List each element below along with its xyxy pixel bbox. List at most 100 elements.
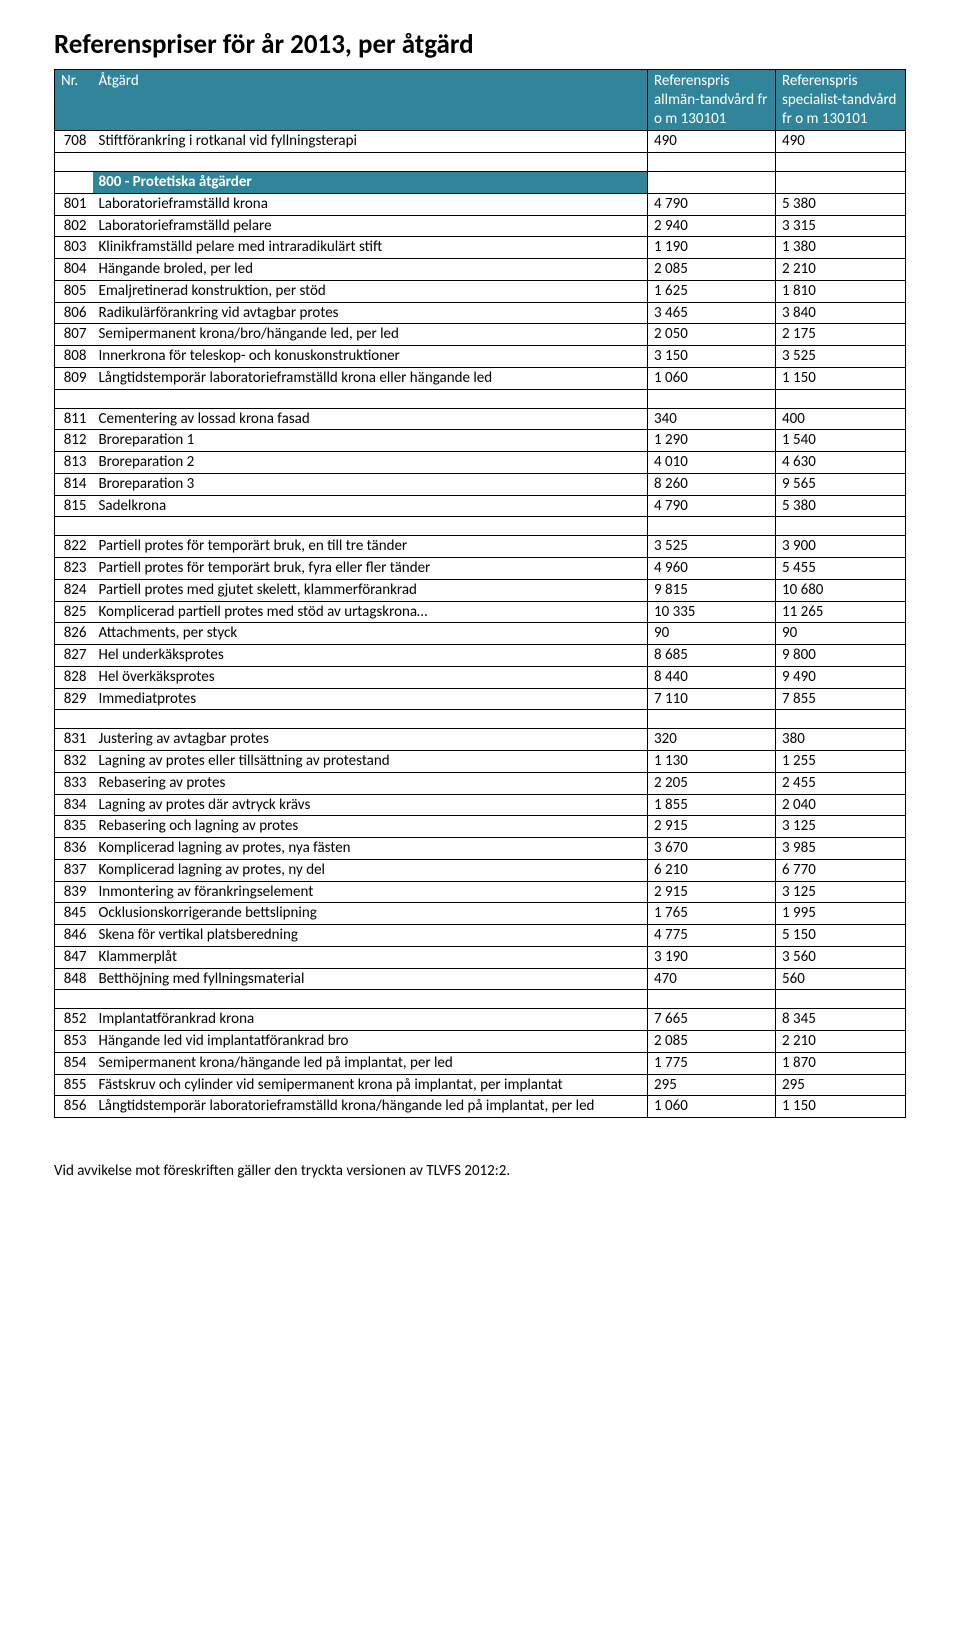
row-price1: 6 210: [648, 859, 776, 881]
page-title: Referenspriser för år 2013, per åtgärd: [54, 28, 906, 61]
table-row: 829Immediatprotes7 1107 855: [55, 688, 906, 710]
table-row: 803Klinikframställd pelare med intraradi…: [55, 237, 906, 259]
row-nr: 831: [55, 729, 93, 751]
row-price2: 11 265: [776, 601, 906, 623]
row-price1: 4 775: [648, 925, 776, 947]
row-desc: Sadelkrona: [93, 495, 648, 517]
row-price2: 3 125: [776, 881, 906, 903]
row-desc: Ocklusionskorrigerande bettslipning: [93, 903, 648, 925]
row-price2: 400: [776, 408, 906, 430]
row-price1: 3 525: [648, 536, 776, 558]
row-desc: Partiell protes för temporärt bruk, fyra…: [93, 558, 648, 580]
row-price2: 6 770: [776, 859, 906, 881]
row-price2: 9 490: [776, 666, 906, 688]
row-price1: 1 060: [648, 1096, 776, 1118]
row-price2: 2 040: [776, 794, 906, 816]
row-nr: 803: [55, 237, 93, 259]
row-desc: Broreparation 2: [93, 452, 648, 474]
table-row: 847Klammerplåt3 1903 560: [55, 946, 906, 968]
row-price1: 4 010: [648, 452, 776, 474]
table-row: 825Komplicerad partiell protes med stöd …: [55, 601, 906, 623]
row-price1: 2 915: [648, 816, 776, 838]
table-row: 845Ocklusionskorrigerande bettslipning1 …: [55, 903, 906, 925]
col-price2: Referenspris specialist-tandvård fr o m …: [776, 70, 906, 131]
row-desc: Komplicerad lagning av protes, ny del: [93, 859, 648, 881]
row-price1: 4 790: [648, 495, 776, 517]
row-nr: 804: [55, 259, 93, 281]
row-nr: 708: [55, 131, 93, 153]
row-desc: Radikulärförankring vid avtagbar protes: [93, 302, 648, 324]
section-label: 800 - Protetiska åtgärder: [93, 172, 648, 194]
row-price1: 4 960: [648, 558, 776, 580]
row-price2: 3 840: [776, 302, 906, 324]
table-row: 813Broreparation 24 0104 630: [55, 452, 906, 474]
row-price2: 1 995: [776, 903, 906, 925]
table-row: 831Justering av avtagbar protes320380: [55, 729, 906, 751]
row-price2: 2 455: [776, 772, 906, 794]
table-row: 804Hängande broled, per led2 0852 210: [55, 259, 906, 281]
col-nr: Nr.: [55, 70, 93, 131]
row-nr: 836: [55, 838, 93, 860]
row-nr: 805: [55, 280, 93, 302]
row-nr: 839: [55, 881, 93, 903]
table-row: 826Attachments, per styck9090: [55, 623, 906, 645]
row-desc: Laboratorieframställd krona: [93, 193, 648, 215]
row-nr: 855: [55, 1074, 93, 1096]
row-nr: 814: [55, 473, 93, 495]
col-desc: Åtgärd: [93, 70, 648, 131]
row-nr: 806: [55, 302, 93, 324]
row-price2: 4 630: [776, 452, 906, 474]
row-price2: 90: [776, 623, 906, 645]
row-price1: 4 790: [648, 193, 776, 215]
row-price1: 320: [648, 729, 776, 751]
table-row: 855Fästskruv och cylinder vid semiperman…: [55, 1074, 906, 1096]
row-price1: 8 685: [648, 645, 776, 667]
row-price2: 1 540: [776, 430, 906, 452]
row-nr: 801: [55, 193, 93, 215]
row-desc: Semipermanent krona/hängande led på impl…: [93, 1052, 648, 1074]
row-price2: 1 380: [776, 237, 906, 259]
row-nr: 833: [55, 772, 93, 794]
row-nr: 832: [55, 751, 93, 773]
table-row: [55, 517, 906, 536]
row-price2: 1 150: [776, 1096, 906, 1118]
row-desc: Partiell protes för temporärt bruk, en t…: [93, 536, 648, 558]
table-row: 708Stiftförankring i rotkanal vid fyllni…: [55, 131, 906, 153]
row-desc: Broreparation 3: [93, 473, 648, 495]
row-price1: 490: [648, 131, 776, 153]
table-row: 814Broreparation 38 2609 565: [55, 473, 906, 495]
row-nr: 847: [55, 946, 93, 968]
row-nr: 812: [55, 430, 93, 452]
row-desc: Implantatförankrad krona: [93, 1009, 648, 1031]
row-desc: Immediatprotes: [93, 688, 648, 710]
table-row: 805Emaljretinerad konstruktion, per stöd…: [55, 280, 906, 302]
row-nr: 802: [55, 215, 93, 237]
row-price2: 560: [776, 968, 906, 990]
row-desc: Partiell protes med gjutet skelett, klam…: [93, 579, 648, 601]
table-row: 807Semipermanent krona/bro/hängande led,…: [55, 324, 906, 346]
row-nr: 809: [55, 367, 93, 389]
table-row: 853Hängande led vid implantatförankrad b…: [55, 1031, 906, 1053]
table-row: 815Sadelkrona4 7905 380: [55, 495, 906, 517]
row-desc: Rebasering av protes: [93, 772, 648, 794]
row-price1: 2 915: [648, 881, 776, 903]
table-row: 806Radikulärförankring vid avtagbar prot…: [55, 302, 906, 324]
row-desc: Hängande led vid implantatförankrad bro: [93, 1031, 648, 1053]
row-nr: 854: [55, 1052, 93, 1074]
table-body: 708Stiftförankring i rotkanal vid fyllni…: [55, 131, 906, 1118]
row-price2: 490: [776, 131, 906, 153]
table-header-row: Nr. Åtgärd Referenspris allmän-tandvård …: [55, 70, 906, 131]
row-desc: Klinikframställd pelare med intraradikul…: [93, 237, 648, 259]
row-price1: 3 190: [648, 946, 776, 968]
row-desc: Hel överkäksprotes: [93, 666, 648, 688]
row-price2: 3 560: [776, 946, 906, 968]
row-price1: 3 150: [648, 346, 776, 368]
row-desc: Justering av avtagbar protes: [93, 729, 648, 751]
table-row: 808Innerkrona för teleskop- och konuskon…: [55, 346, 906, 368]
row-nr: 825: [55, 601, 93, 623]
row-nr: 813: [55, 452, 93, 474]
row-nr: 808: [55, 346, 93, 368]
row-nr: 828: [55, 666, 93, 688]
row-price1: 8 440: [648, 666, 776, 688]
row-price1: 2 050: [648, 324, 776, 346]
